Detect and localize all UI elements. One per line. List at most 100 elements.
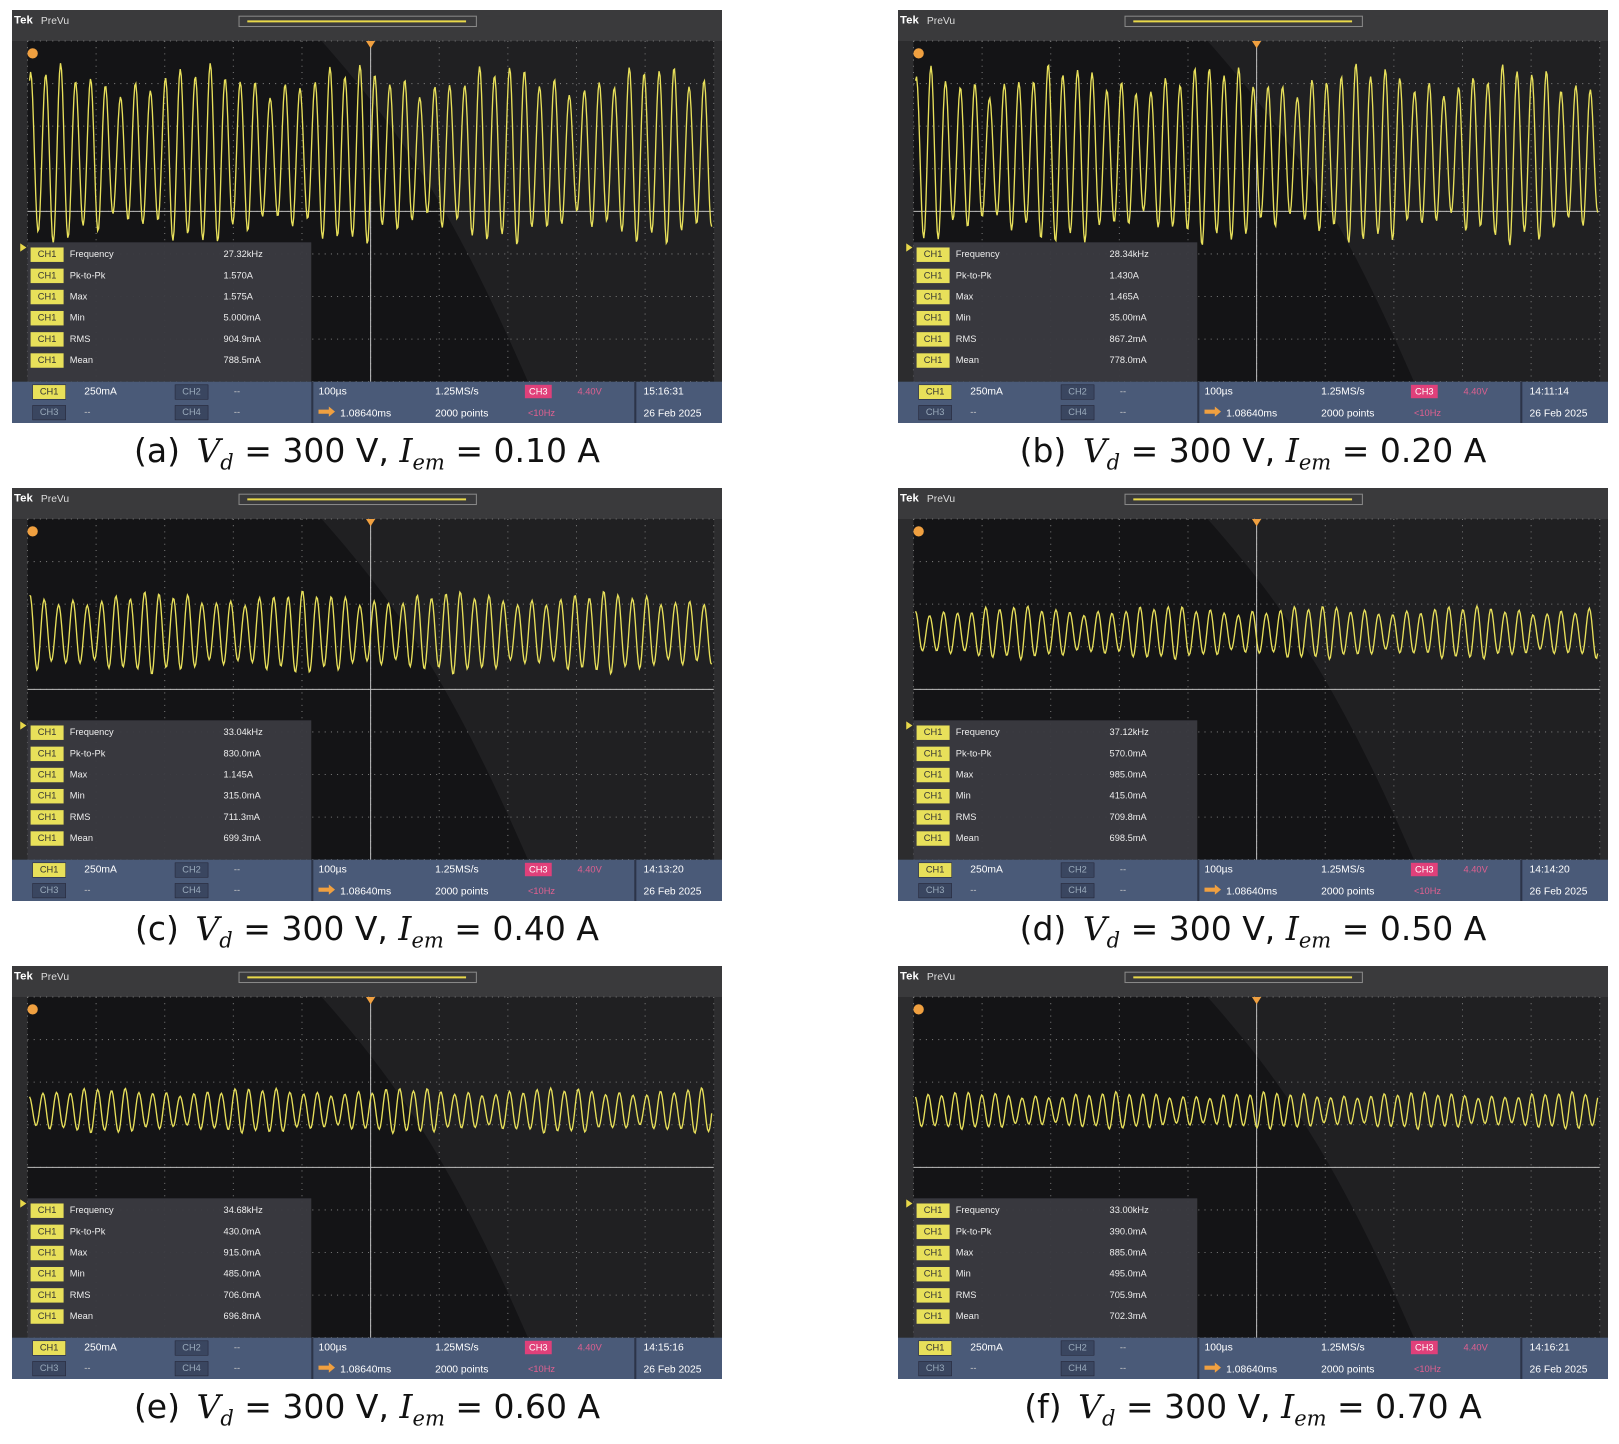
current-subscript: em: [1298, 928, 1332, 953]
voltage-subscript: d: [219, 928, 233, 953]
channel-box: [174, 883, 209, 899]
channel: CH1: [38, 1290, 57, 1300]
channel: CH1: [924, 270, 943, 280]
measurement-panel: [27, 720, 312, 860]
channel-tag: [916, 831, 950, 846]
ch2-scale: --: [234, 1342, 240, 1352]
caption-label: (e): [133, 1387, 180, 1426]
current-symbol: I: [399, 431, 413, 470]
measure-value: 34.68kHz: [224, 1205, 264, 1215]
channel-label: CH3: [40, 407, 59, 417]
measurement-panel: [913, 720, 1198, 860]
delay-arrow: [1204, 884, 1222, 895]
trigger-marker: [1251, 996, 1262, 1005]
channel: CH1: [924, 355, 943, 365]
waveform: [914, 604, 1599, 662]
measure-name: Min: [70, 791, 85, 801]
trigger-icon: [27, 526, 38, 537]
measure-name: Max: [70, 769, 88, 779]
measure-value: 1.575A: [224, 291, 254, 301]
measure-name: Pk-to-Pk: [956, 748, 992, 758]
current-symbol: I: [399, 1387, 413, 1426]
measure-value: 788.5mA: [224, 355, 262, 365]
channel-box: [918, 1340, 952, 1356]
trigger-level: 4.40V: [578, 1342, 603, 1352]
ground-marker: [20, 1199, 27, 1208]
caption: (d) Vd = 300 V, Iem = 0.50 A: [898, 904, 1608, 954]
channel: CH1: [38, 355, 57, 365]
mode: PreVu: [41, 494, 70, 505]
channel: CH1: [38, 1247, 57, 1257]
record-length: 2000 points: [435, 408, 488, 419]
channel: CH1: [38, 1205, 57, 1215]
top-bar: [898, 10, 1608, 41]
scope-screen: Tek PreVu CH1 Frequency 34.68kHz CH1 Pk-to-Pk 4…: [12, 966, 722, 1379]
channel: CH1: [924, 727, 943, 737]
channel-label: CH2: [182, 864, 201, 874]
channel-label: CH2: [1068, 1342, 1087, 1352]
record-length: 2000 points: [1321, 1364, 1374, 1375]
status-bar: [898, 859, 1608, 901]
time: 14:15:16: [644, 1343, 684, 1354]
channel-tag: [30, 1224, 64, 1240]
channel: CH1: [924, 791, 943, 801]
delay: 1.08640ms: [340, 1364, 391, 1375]
channel-label: CH4: [182, 1363, 201, 1373]
ch1-scale: 250mA: [84, 387, 117, 398]
measure-name: Mean: [70, 355, 93, 365]
timebase: 100µs: [1204, 387, 1232, 398]
channel-tag: [916, 1266, 950, 1282]
delay-arrow: [318, 406, 336, 417]
channel-tag: [30, 1245, 64, 1261]
channel-box: [918, 1361, 952, 1377]
status-bar: [12, 381, 722, 423]
status-divider: [311, 859, 314, 901]
measure-value: 430.0mA: [224, 1226, 262, 1236]
measure-value: 915.0mA: [224, 1247, 262, 1257]
channel-tag: [30, 1309, 64, 1324]
measure-value: 1.465A: [1110, 291, 1140, 301]
voltage-symbol: V: [1078, 1387, 1102, 1426]
trigger-freq: <10Hz: [1414, 1364, 1441, 1374]
channel-label: CH3: [926, 885, 945, 895]
channel-label: CH1: [40, 386, 59, 396]
measure-name: Frequency: [70, 249, 114, 259]
measure-name: RMS: [70, 812, 91, 822]
channel-label: CH3: [926, 1363, 945, 1373]
time: 14:11:14: [1530, 387, 1570, 398]
timebase: 100µs: [318, 865, 346, 876]
channel: CH1: [38, 812, 57, 822]
delay: 1.08640ms: [1226, 408, 1277, 419]
measure-value: 28.34kHz: [1110, 249, 1150, 259]
top-bar: [12, 488, 722, 519]
channel-tag: [916, 247, 950, 262]
measure-value: 985.0mA: [1110, 769, 1148, 779]
ch4-scale: --: [234, 407, 240, 417]
delay-arrow: [318, 1362, 336, 1373]
current-symbol: I: [1281, 1387, 1295, 1426]
ch1-scale: 250mA: [84, 865, 117, 876]
channel: CH1: [38, 769, 57, 779]
delay: 1.08640ms: [340, 886, 391, 897]
ch3-scale: --: [970, 885, 976, 895]
ch2-scale: --: [1120, 1342, 1126, 1352]
channel-box: [32, 862, 66, 878]
measure-name: Mean: [956, 1311, 979, 1321]
measure-name: Pk-to-Pk: [70, 1226, 106, 1236]
status-divider: [1520, 859, 1523, 901]
measure-name: Mean: [70, 833, 93, 843]
channel-box: [918, 405, 952, 421]
record-length: 2000 points: [1321, 886, 1374, 897]
channel-tag: [30, 746, 64, 762]
caption: (a) Vd = 300 V, Iem = 0.10 A: [12, 426, 722, 476]
channel: CH1: [924, 812, 943, 822]
measure-value: 706.0mA: [224, 1290, 262, 1300]
measure-name: Max: [956, 291, 974, 301]
status-divider: [311, 381, 314, 423]
top-bar: [898, 966, 1608, 997]
waveform: [914, 1090, 1599, 1131]
channel-box: [1060, 1340, 1095, 1356]
ground-marker: [906, 243, 913, 252]
caption-label: (c): [135, 909, 179, 948]
